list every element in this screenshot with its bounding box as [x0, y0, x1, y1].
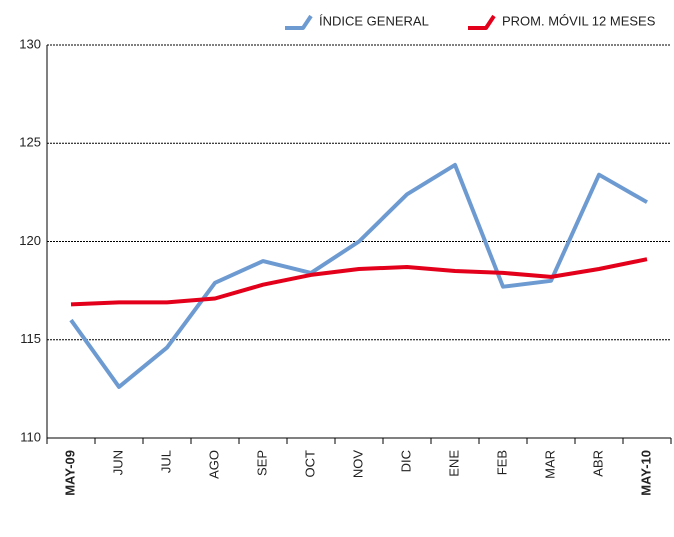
x-tick-label: DIC	[398, 450, 413, 472]
x-tick-label: SEP	[254, 450, 269, 476]
x-tick-label: MAR	[542, 450, 557, 479]
x-tick-label: OCT	[302, 450, 317, 478]
x-tick-label: FEB	[494, 450, 509, 475]
y-tick-label: 115	[20, 331, 41, 346]
x-tick-label: NOV	[350, 450, 365, 479]
x-tick-label: JUL	[158, 450, 173, 473]
series-line	[70, 257, 648, 307]
y-tick-label: 110	[20, 429, 41, 444]
legend-label: PROM. MÓVIL 12 MESES	[502, 13, 656, 28]
y-tick-label: 125	[19, 135, 41, 150]
y-tick-label: 130	[19, 36, 41, 51]
y-tick-label: 120	[19, 233, 41, 248]
x-tick-label: AGO	[206, 450, 221, 479]
x-tick-label: ABR	[590, 450, 605, 477]
x-tick-label: JUN	[110, 450, 125, 475]
legend-swatch	[285, 14, 313, 30]
x-tick-label: ENE	[446, 450, 461, 477]
legend-swatch	[468, 14, 496, 30]
series-line	[69, 162, 648, 389]
legend-label: ÍNDICE GENERAL	[319, 13, 429, 28]
x-tick-label: MAY-10	[638, 450, 653, 496]
x-tick-label: MAY-09	[62, 450, 77, 496]
